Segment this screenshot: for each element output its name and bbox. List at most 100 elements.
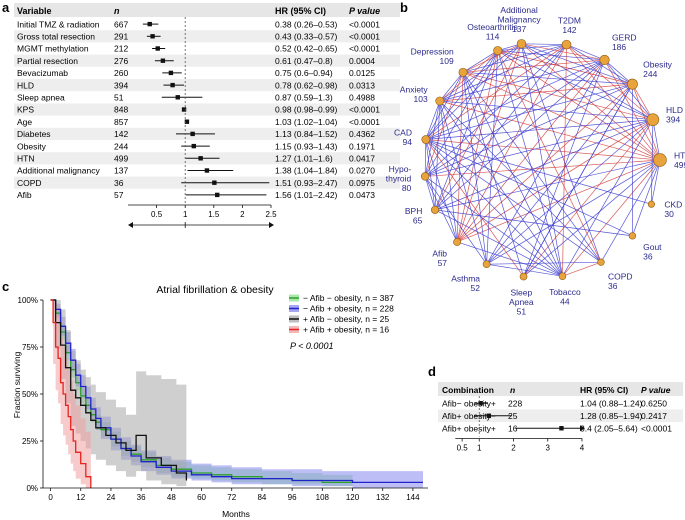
network-node-label: 244 [643,69,657,79]
network-edge [456,50,499,243]
forest-d-point [559,426,564,431]
network-node-label: 142 [562,25,576,35]
p-value-text: P < 0.0001 [290,341,333,351]
network-node-label: Additional [500,5,537,15]
network-edge [424,44,567,177]
forest-a-n: 212 [114,44,128,54]
forest-a-n: 57 [114,190,124,200]
forest-d-header-p: P value [641,385,671,395]
network-node-label: Afib [432,249,447,259]
legend-label: − Afib + obesity, n = 228 [303,304,394,314]
network-node [647,200,655,208]
y-tick-label: 75% [22,343,38,352]
chart-title: Atrial fibrillation & obesity [156,284,274,296]
network-edge [424,176,458,243]
network-node [458,67,468,77]
forest-a-variable: MGMT methylation [17,44,89,54]
network-edge [424,176,436,210]
panel-label-c: c [2,279,9,294]
network-edge [497,50,633,85]
forest-a-hr: 1.56 (1.01–2.42) [275,190,338,200]
network-edge [425,139,563,277]
network-node-label: 36 [608,281,618,291]
network-node-label: CKD [664,200,682,210]
network-edge [523,159,661,277]
x-tick-label: 60 [197,493,206,502]
network-node-label: 94 [403,137,413,147]
network-edge [434,209,563,277]
network-edge [521,43,661,161]
network-edge [424,176,487,265]
network-edges [424,43,661,277]
network-edge [521,43,567,45]
survival-curve [50,299,188,481]
network-edge [435,209,633,237]
y-tick-label: 100% [18,296,38,305]
network-node-label: BPH [405,206,422,216]
network-edge [425,43,522,140]
forest-a-n: 36 [114,178,124,188]
forest-a-p: 0.4988 [349,93,375,103]
forest-a-n: 137 [114,166,128,176]
network-edge [486,159,661,265]
network-node [561,39,572,50]
forest-d-hr: 3.4 (2.05–5.64) [580,423,638,433]
network-node-label: 80 [402,183,412,193]
forest-a-header-bg [14,3,400,17]
forest-a-n: 857 [114,117,128,127]
x-axis-label: Months [222,509,250,519]
x-tick-label: 36 [137,493,146,502]
network-edge [425,159,661,177]
forest-a-tick-label: 1.5 [208,210,220,219]
x-tick-label: 12 [76,493,85,502]
network-node [421,135,431,144]
forest-a-hr: 0.61 (0.47–0.8) [275,56,333,66]
network-node-label: GERD [612,33,637,43]
forest-a-n: 51 [114,93,124,103]
forest-a-n: 260 [114,68,128,78]
network-edge [497,50,654,120]
x-tick-label: 24 [106,493,115,502]
forest-a-p: 0.1971 [349,141,375,151]
network-node [519,272,528,281]
network-edge [425,50,499,140]
forest-a-point [147,21,152,27]
network-edge [457,241,563,277]
forest-a-n: 667 [114,19,128,29]
forest-a-arrow-head-left [128,222,133,228]
network-node-label: 30 [664,209,674,219]
forest-a-arrow-head-right [269,222,274,228]
forest-a-p: <0.0001 [349,32,380,42]
network-edge [562,261,602,277]
network-edge [425,59,605,140]
forest-a-variable: Initial TMZ & radiation [17,19,100,29]
survival-curve [50,299,423,484]
forest-a-hr: 0.43 (0.33–0.57) [275,32,338,42]
forest-d-variable: Afib+ obesity− [442,411,496,421]
forest-d-tick-label: 1 [477,444,482,453]
forest-a-n: 499 [114,154,128,164]
forest-a-point [168,70,174,76]
survival-ci-band [50,300,91,488]
network-edge [434,59,605,211]
forest-a-point [198,156,203,161]
forest-a-row-bg [14,30,400,43]
network-node-label: 394 [666,115,680,125]
forest-a-n: 142 [114,129,128,139]
forest-a-p: 0.0004 [349,56,375,66]
network-edge [562,119,654,277]
network-edge [439,44,567,102]
forest-d-p: 0.6250 [641,398,667,408]
forest-a-hr: 1.27 (1.01–1.6) [275,154,333,164]
network-edge [439,100,563,277]
forest-a-hr: 1.03 (1.02–1.04) [275,117,338,127]
network-edge [600,159,661,263]
panel-label-d: d [428,364,436,379]
y-tick-label: 50% [22,390,38,399]
forest-a-variable: KPS [17,105,34,115]
network-node-label: 103 [413,94,427,104]
network-edge [486,50,499,265]
network-node-label: 137 [512,24,526,34]
forest-a-n: 394 [114,80,128,90]
x-tick-label: 0 [48,493,53,502]
